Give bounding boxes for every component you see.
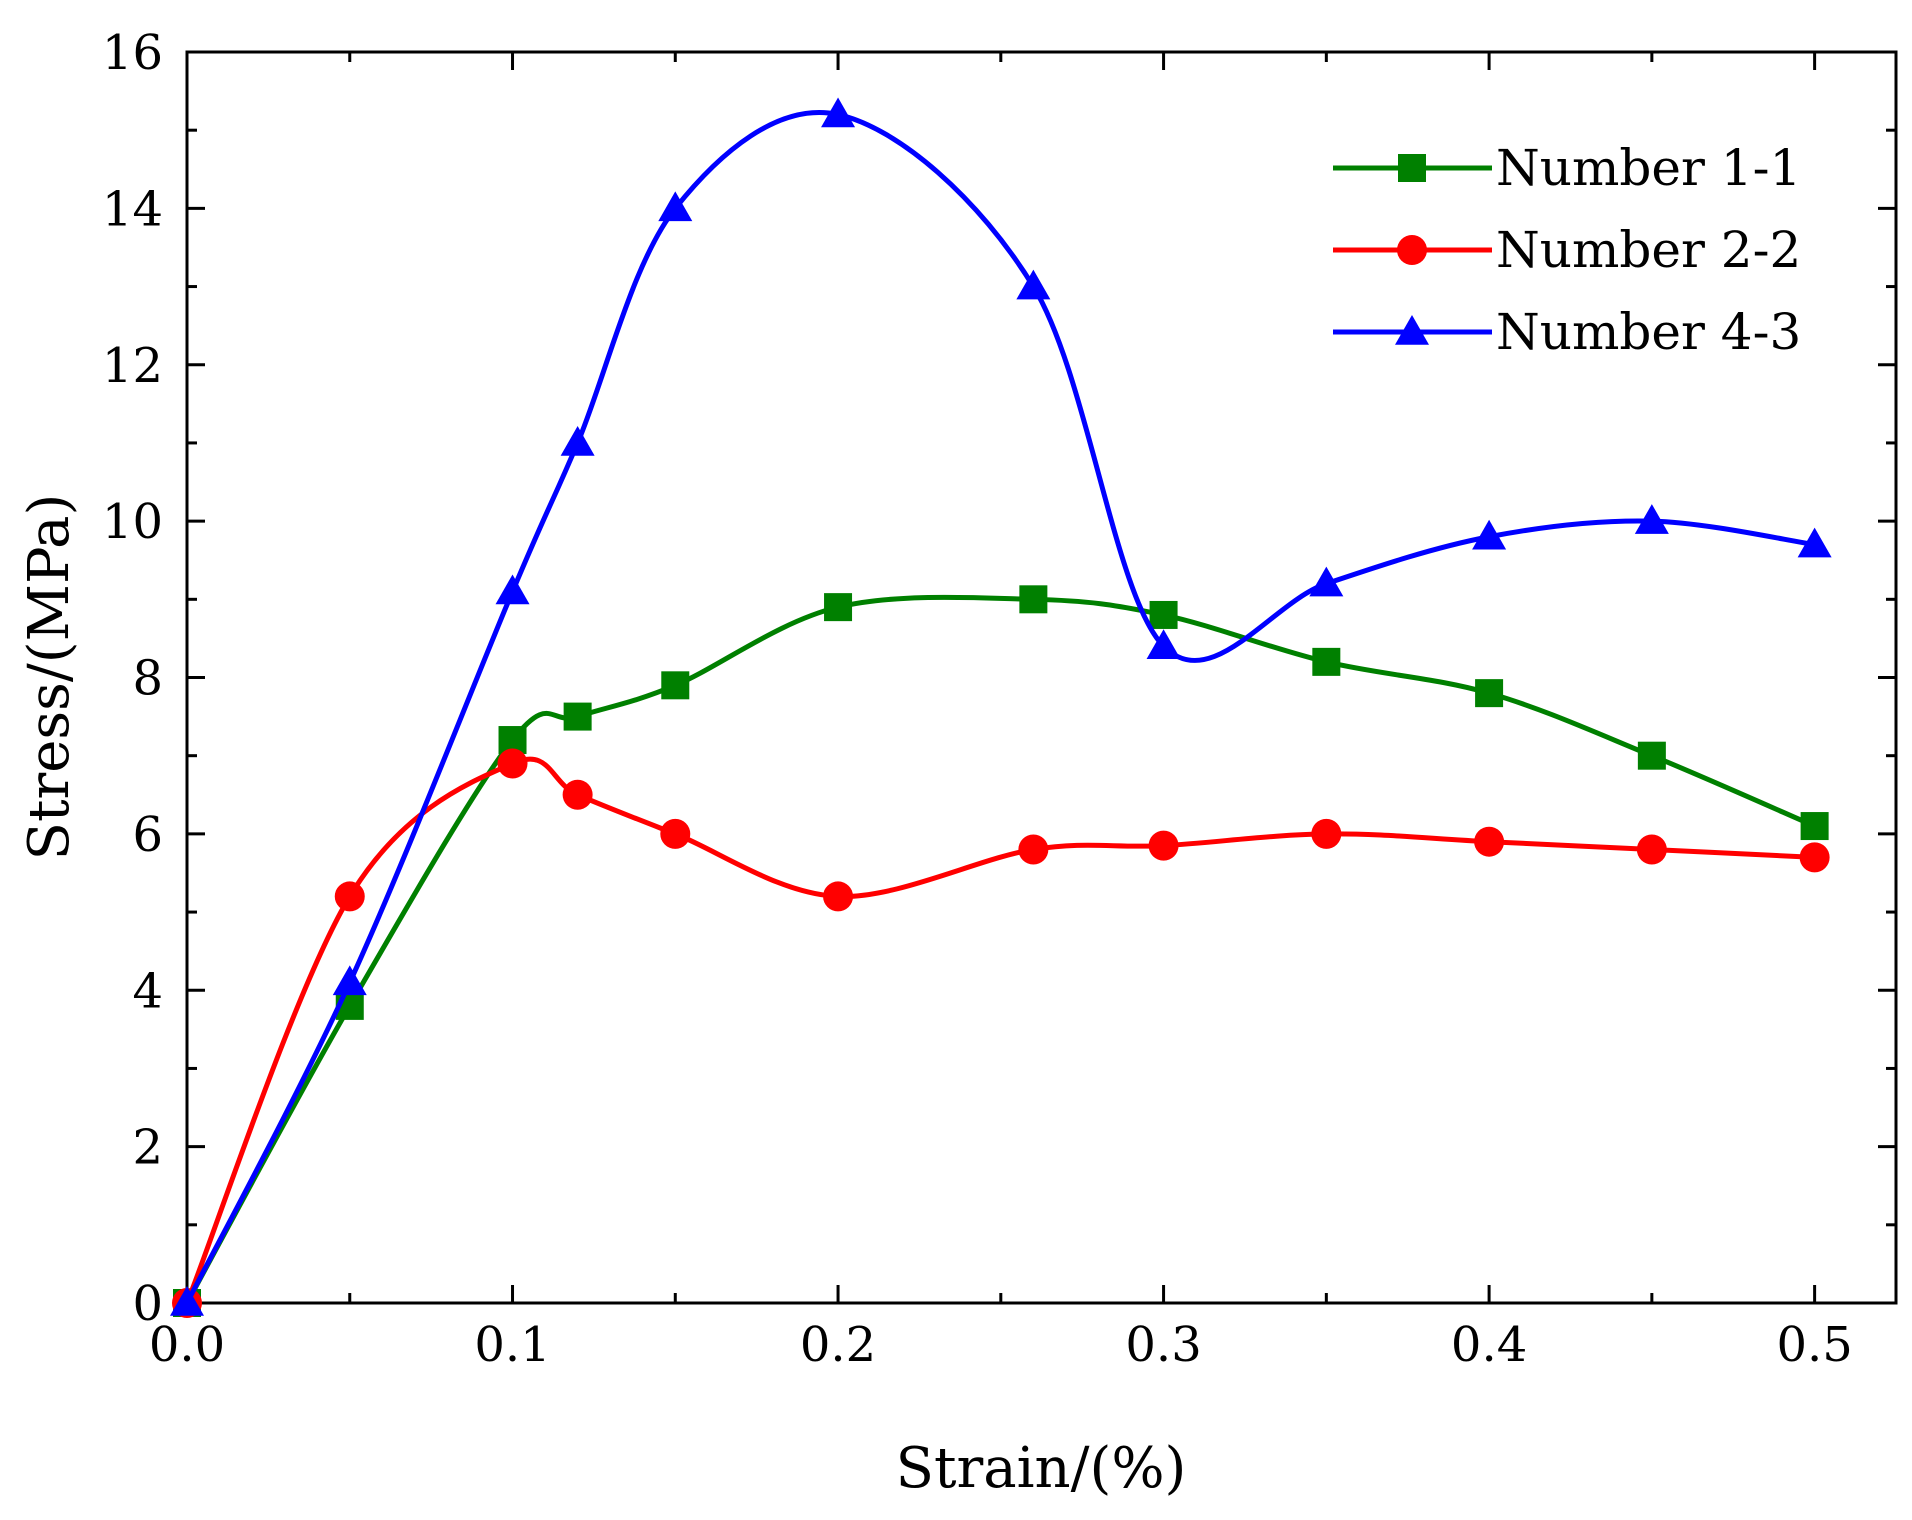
y-tick-label: 12 [102, 338, 163, 394]
series-line [184, 594, 1818, 1306]
legend-item: Number 1-1 [1333, 139, 1801, 197]
series-1 [173, 585, 1829, 1317]
y-tick-label: 4 [132, 963, 163, 1019]
ticks-layer: 0.0 0.1 0.2 0.3 0.4 0.5 0 2 4 6 8 10 12 14 16 [102, 25, 1896, 1373]
legend-label: Number 1-1 [1496, 139, 1801, 197]
data-point [1311, 818, 1342, 849]
data-point [1472, 519, 1507, 550]
y-tick-label: 16 [102, 25, 163, 81]
data-point [1474, 826, 1505, 857]
data-point [332, 965, 367, 996]
legend-swatch-marker [1397, 235, 1427, 265]
data-point [560, 425, 595, 456]
y-tick-label: 8 [132, 651, 163, 707]
series-3 [170, 97, 1832, 1316]
x-tick-label: 0.3 [1125, 1317, 1201, 1373]
data-point [562, 779, 593, 810]
data-point [1800, 812, 1829, 841]
data-point [1309, 566, 1344, 597]
x-tick-label: 0.2 [800, 1317, 876, 1373]
data-point [1018, 834, 1049, 865]
data-point [661, 671, 690, 700]
legend-item: Number 4-3 [1333, 303, 1801, 361]
legend: Number 1-1 Number 2-2 Number 4-3 [1333, 139, 1801, 361]
data-point [1634, 504, 1669, 534]
data-point [170, 1286, 204, 1316]
legend-swatch-marker [1398, 154, 1426, 182]
y-axis-title: Stress/(MPa) [17, 494, 82, 861]
data-point [823, 881, 854, 912]
x-tick-label: 0.0 [149, 1317, 225, 1373]
data-point [563, 702, 592, 731]
y-tick-label: 2 [132, 1120, 163, 1176]
x-tick-label: 0.4 [1451, 1317, 1527, 1373]
legend-label: Number 4-3 [1496, 303, 1801, 361]
data-point [1148, 830, 1179, 861]
data-point [660, 818, 691, 849]
data-point [334, 881, 365, 912]
data-point [1475, 679, 1504, 708]
data-point [1312, 647, 1341, 676]
data-point [1637, 741, 1666, 770]
series-layer [170, 97, 1832, 1318]
y-tick-label: 14 [102, 181, 163, 237]
y-tick-label: 6 [132, 807, 163, 863]
data-point [497, 748, 528, 779]
data-point [1797, 527, 1832, 558]
series-line [184, 756, 1818, 1306]
data-point [821, 97, 856, 128]
data-point [1016, 269, 1051, 300]
data-point [658, 191, 693, 222]
data-point [1019, 585, 1048, 614]
y-tick-label: 0 [132, 1276, 163, 1332]
series-line [184, 110, 1818, 1306]
data-point [495, 574, 530, 605]
legend-swatch-marker [1395, 315, 1429, 345]
series-2 [172, 748, 1830, 1318]
data-point [1636, 834, 1667, 865]
x-tick-label: 0.5 [1776, 1317, 1852, 1373]
legend-label: Number 2-2 [1496, 221, 1801, 279]
data-point [1799, 842, 1830, 873]
y-tick-label: 10 [102, 494, 163, 550]
data-point [1146, 629, 1181, 659]
data-point [1149, 600, 1178, 629]
x-axis-title: Strain/(%) [896, 1436, 1187, 1501]
legend-item: Number 2-2 [1333, 221, 1801, 279]
x-tick-label: 0.1 [474, 1317, 550, 1373]
data-point [824, 593, 853, 622]
